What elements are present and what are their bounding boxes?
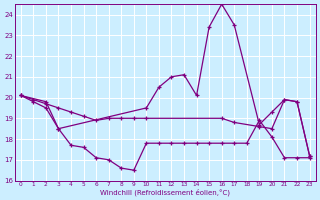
- X-axis label: Windchill (Refroidissement éolien,°C): Windchill (Refroidissement éolien,°C): [100, 188, 230, 196]
